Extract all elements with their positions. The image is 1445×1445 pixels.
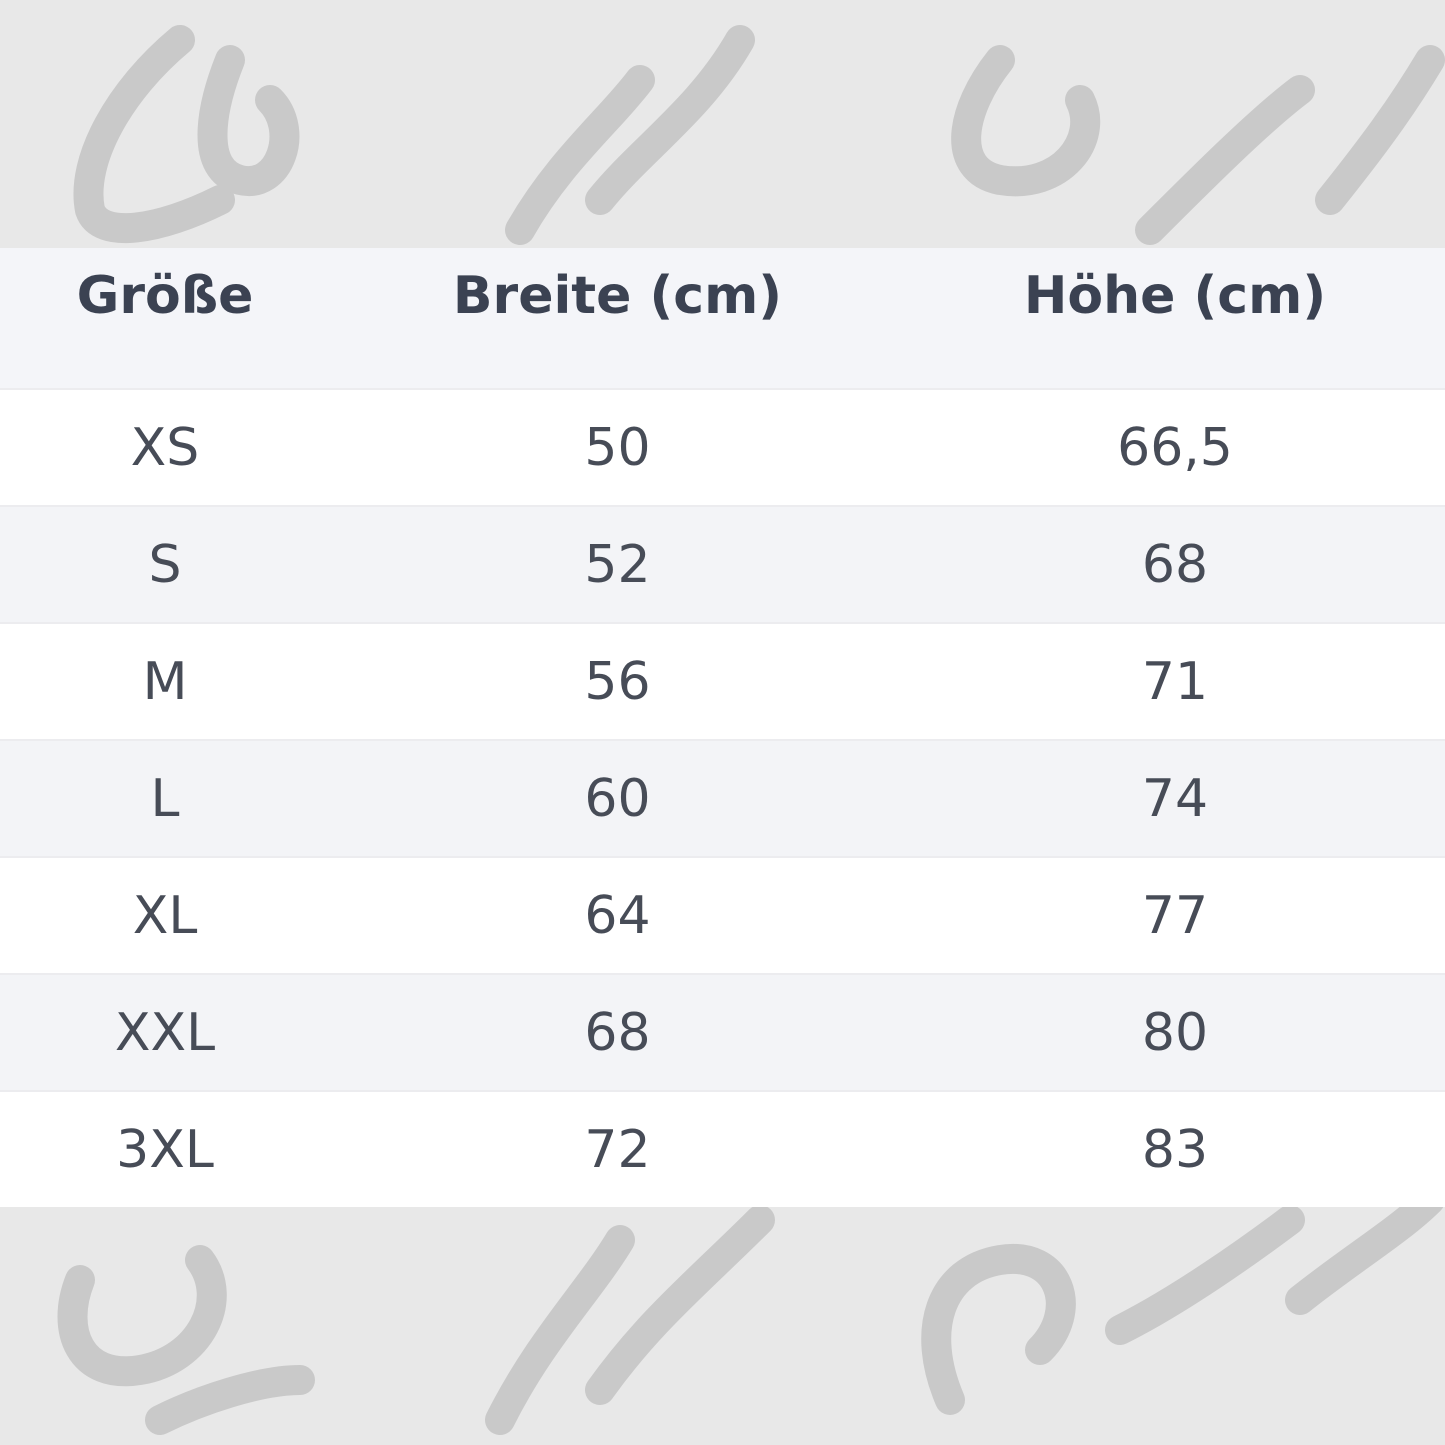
cell-width: 64	[584, 885, 651, 946]
row-divider	[0, 1090, 1445, 1092]
cell-width: 52	[584, 534, 651, 595]
cell-width: 72	[584, 1119, 651, 1180]
row-divider	[0, 739, 1445, 741]
cell-size: M	[142, 651, 188, 712]
row-divider	[0, 973, 1445, 975]
cell-height: 74	[1141, 768, 1209, 829]
cell-width: 60	[584, 768, 651, 829]
cell-height: 77	[1141, 885, 1209, 946]
table-row: XL 64 77	[0, 858, 1445, 973]
cell-width: 68	[584, 1002, 651, 1063]
cell-size: S	[148, 534, 182, 595]
cell-height: 83	[1141, 1119, 1209, 1180]
table-row: S 52 68	[0, 507, 1445, 622]
row-divider	[0, 388, 1445, 390]
row-divider	[0, 622, 1445, 624]
header-height: Höhe (cm)	[1023, 266, 1327, 326]
cell-size: XS	[130, 417, 200, 478]
header-size: Größe	[76, 266, 254, 326]
cell-size: L	[150, 768, 180, 829]
table-row: L 60 74	[0, 741, 1445, 856]
table-row: 3XL 72 83	[0, 1092, 1445, 1207]
cell-height: 68	[1141, 534, 1209, 595]
cell-height: 80	[1141, 1002, 1209, 1063]
table-row: XXL 68 80	[0, 975, 1445, 1090]
row-divider	[0, 505, 1445, 507]
cell-size: 3XL	[116, 1119, 214, 1180]
table-header: Größe Breite (cm) Höhe (cm)	[0, 248, 1445, 388]
cell-size: XXL	[114, 1002, 216, 1063]
cell-width: 56	[584, 651, 651, 712]
cell-height: 66,5	[1117, 417, 1233, 478]
cell-size: XL	[132, 885, 198, 946]
table-body: XS 50 66,5 S 52 68 M 56 71 L 60 74 XL 64 77 XXL 68 80 3XL 7…	[0, 390, 1445, 1207]
table-row: M 56 71	[0, 624, 1445, 739]
table-row: XS 50 66,5	[0, 390, 1445, 505]
size-chart-table: Größe Breite (cm) Höhe (cm) XS 50 66,5 S 52 6…	[0, 248, 1445, 1207]
cell-width: 50	[584, 417, 651, 478]
row-divider	[0, 856, 1445, 858]
cell-height: 71	[1141, 651, 1209, 712]
header-width: Breite (cm)	[452, 266, 783, 326]
